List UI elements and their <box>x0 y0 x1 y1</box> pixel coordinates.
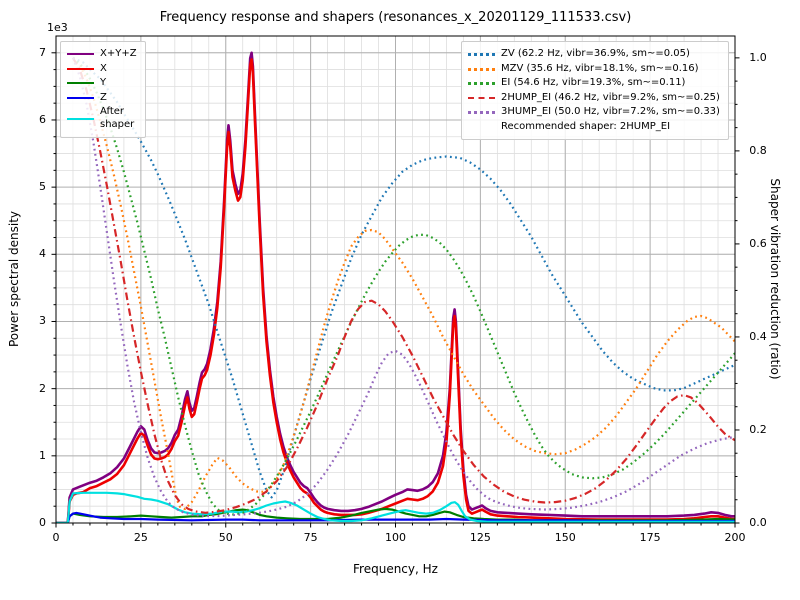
y-axis-offset-label: 1e3 <box>47 21 68 34</box>
x-tick-50: 50 <box>218 531 233 544</box>
x-tick-200: 200 <box>724 531 746 544</box>
series-x-y-z <box>56 51 735 523</box>
legend-item-label: 3HUMP_EI (50.0 Hz, vibr=7.2%, sm~=0.33) <box>501 106 720 117</box>
legend-item-ei: EI (54.6 Hz, vibr=19.3%, sm~=0.11) <box>468 77 720 90</box>
legend-item-label: Z <box>100 91 107 103</box>
chart-title: Frequency response and shapers (resonanc… <box>159 10 632 25</box>
y-left-tick-0: 0 <box>39 516 46 529</box>
legend-item-label: X+Y+Z <box>100 48 137 59</box>
legend-item-mzv: MZV (35.6 Hz, vibr=18.1%, sm~=0.16) <box>468 63 720 76</box>
x-tick-125: 125 <box>469 531 491 544</box>
x-tick-0: 0 <box>52 531 60 544</box>
legend-item-label: MZV (35.6 Hz, vibr=18.1%, sm~=0.16) <box>501 62 699 74</box>
legend-item-label: After shaper <box>100 106 135 130</box>
series-lines <box>56 51 735 523</box>
y-left-tick-6: 6 <box>39 112 46 126</box>
legend-item-2hump-ei: 2HUMP_EI (46.2 Hz, vibr=9.2%, sm~=0.25) <box>468 92 720 105</box>
x-axis-label: Frequency, Hz <box>353 562 438 576</box>
y-left-tick-5: 5 <box>39 180 46 194</box>
y-left-tick-3: 3 <box>39 314 46 328</box>
y-right-tick-0.6: 0.6 <box>749 236 767 250</box>
series-3hump-ei <box>71 57 735 518</box>
legend-item-y: Y <box>67 77 137 90</box>
legend-item-3hump-ei: 3HUMP_EI (50.0 Hz, vibr=7.2%, sm~=0.33) <box>468 106 720 119</box>
y-left-tick-2: 2 <box>39 381 46 395</box>
x-tick-175: 175 <box>639 531 661 544</box>
legend-item-label: ZV (62.2 Hz, vibr=36.9%, sm~=0.05) <box>501 48 690 59</box>
legend-shapers: ZV (62.2 Hz, vibr=36.9%, sm~=0.05) MZV (3… <box>461 41 729 140</box>
tick-marks <box>51 52 740 528</box>
legend-item-after-shaper: After shaper <box>67 106 137 131</box>
series-after-shaper <box>56 491 735 523</box>
legend-item-label: 2HUMP_EI (46.2 Hz, vibr=9.2%, sm~=0.25) <box>501 91 720 103</box>
y-right-tick-0.2: 0.2 <box>749 422 767 436</box>
x-tick-75: 75 <box>303 531 318 544</box>
legend-item-zv: ZV (62.2 Hz, vibr=36.9%, sm~=0.05) <box>468 48 720 61</box>
y-right-tick-0.0: 0.0 <box>749 516 767 529</box>
y-right-tick-0.4: 0.4 <box>749 329 767 343</box>
y-left-tick-1: 1 <box>39 448 46 462</box>
legend-item-label: Y <box>100 77 107 88</box>
series-2hump-ei <box>72 57 735 514</box>
y-right-tick-1.0: 1.0 <box>749 50 767 64</box>
recommended-shaper-text: Recommended shaper: 2HUMP_EI <box>501 120 671 132</box>
series-x <box>56 58 735 523</box>
y-axis-right-label: Shaper vibration reduction (ratio) <box>768 178 782 380</box>
legend-item-x+y+z: X+Y+Z <box>67 48 137 61</box>
x-tick-150: 150 <box>554 531 576 544</box>
legend-footer-recommended-shaper: Recommended shaper: 2HUMP_EI <box>468 121 720 134</box>
legend-item-z: Z <box>67 92 137 105</box>
legend-psd-curves: X+Y+Z X Y Z After shaper <box>60 41 146 138</box>
legend-item-label: EI (54.6 Hz, vibr=19.3%, sm~=0.11) <box>501 77 686 88</box>
x-tick-100: 100 <box>385 531 406 544</box>
series-z <box>56 511 735 523</box>
y-left-tick-4: 4 <box>39 247 46 261</box>
y-left-tick-7: 7 <box>39 45 46 59</box>
y-right-tick-0.8: 0.8 <box>749 143 767 157</box>
y-axis-left-label: Power spectral density <box>7 210 21 348</box>
x-tick-25: 25 <box>133 531 148 544</box>
legend-item-x: X <box>67 63 137 76</box>
legend-item-label: X <box>100 62 107 74</box>
